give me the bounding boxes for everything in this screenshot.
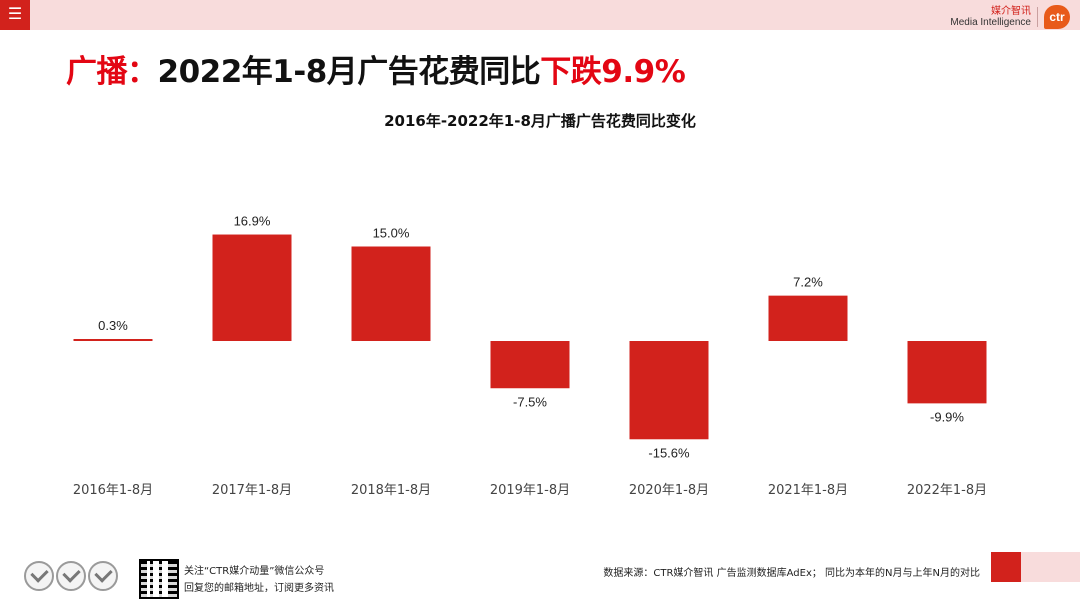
- corner-block-pink: [1021, 552, 1080, 582]
- data-label-1: 16.9%: [234, 214, 271, 229]
- qr-code-icon[interactable]: [139, 559, 179, 599]
- follow-line-2: 回复您的邮箱地址，订阅更多资讯: [184, 583, 334, 594]
- ctr-logo-icon: ctr: [1044, 5, 1070, 29]
- data-label-0: 0.3%: [98, 318, 128, 333]
- bar-2: [351, 246, 431, 341]
- menu-icon[interactable]: ☰: [0, 0, 30, 30]
- bar-0: [73, 339, 153, 341]
- follow-note: 关注“CTR媒介动量”微信公众号 回复您的邮箱地址，订阅更多资讯: [184, 563, 334, 597]
- data-label-6: -9.9%: [930, 409, 964, 424]
- certification-badges: [24, 561, 120, 591]
- data-label-5: 7.2%: [793, 275, 823, 290]
- title-middle: 2022年1-8月广告花费同比: [157, 54, 541, 90]
- bar-1: [212, 234, 292, 341]
- category-label-2: 2018年1-8月: [351, 483, 431, 498]
- data-label-4: -15.6%: [648, 445, 690, 460]
- title-prefix: 广播：: [66, 54, 158, 90]
- data-label-2: 15.0%: [373, 226, 410, 241]
- brand-divider: [1037, 7, 1038, 27]
- bar-6: [907, 341, 987, 404]
- bar-3: [490, 341, 570, 389]
- brand-name-cn: 媒介智讯: [991, 6, 1031, 17]
- category-label-1: 2017年1-8月: [212, 483, 292, 498]
- bar-5: [768, 295, 848, 341]
- corner-block-red: [991, 552, 1021, 582]
- category-label-0: 2016年1-8月: [73, 483, 153, 498]
- brand-name-en: Media Intelligence: [950, 17, 1031, 28]
- category-label-4: 2020年1-8月: [629, 483, 709, 498]
- category-label-5: 2021年1-8月: [768, 483, 848, 498]
- follow-line-1: 关注“CTR媒介动量”微信公众号: [184, 566, 325, 577]
- sgs-badge-icon: [24, 561, 54, 591]
- title-highlight: 下跌9.9%: [540, 54, 686, 90]
- sgs-badge-icon: [56, 561, 86, 591]
- sgs-badge-icon: [88, 561, 118, 591]
- category-label-3: 2019年1-8月: [490, 483, 570, 498]
- brand-logo-area: 媒介智讯 Media Intelligence ctr: [950, 4, 1070, 30]
- chart-title: 2016年-2022年1-8月广播广告花费同比变化: [384, 112, 696, 130]
- bar-4: [629, 341, 709, 440]
- page-title: 广播：2022年1-8月广告花费同比下跌9.9%: [66, 46, 686, 91]
- data-source-note: 数据来源：CTR媒介智讯 广告监测数据库AdEx； 同比为本年的N月与上年N月的…: [603, 568, 980, 579]
- data-label-3: -7.5%: [513, 394, 547, 409]
- top-bar: [0, 0, 1080, 30]
- category-label-6: 2022年1-8月: [907, 483, 987, 498]
